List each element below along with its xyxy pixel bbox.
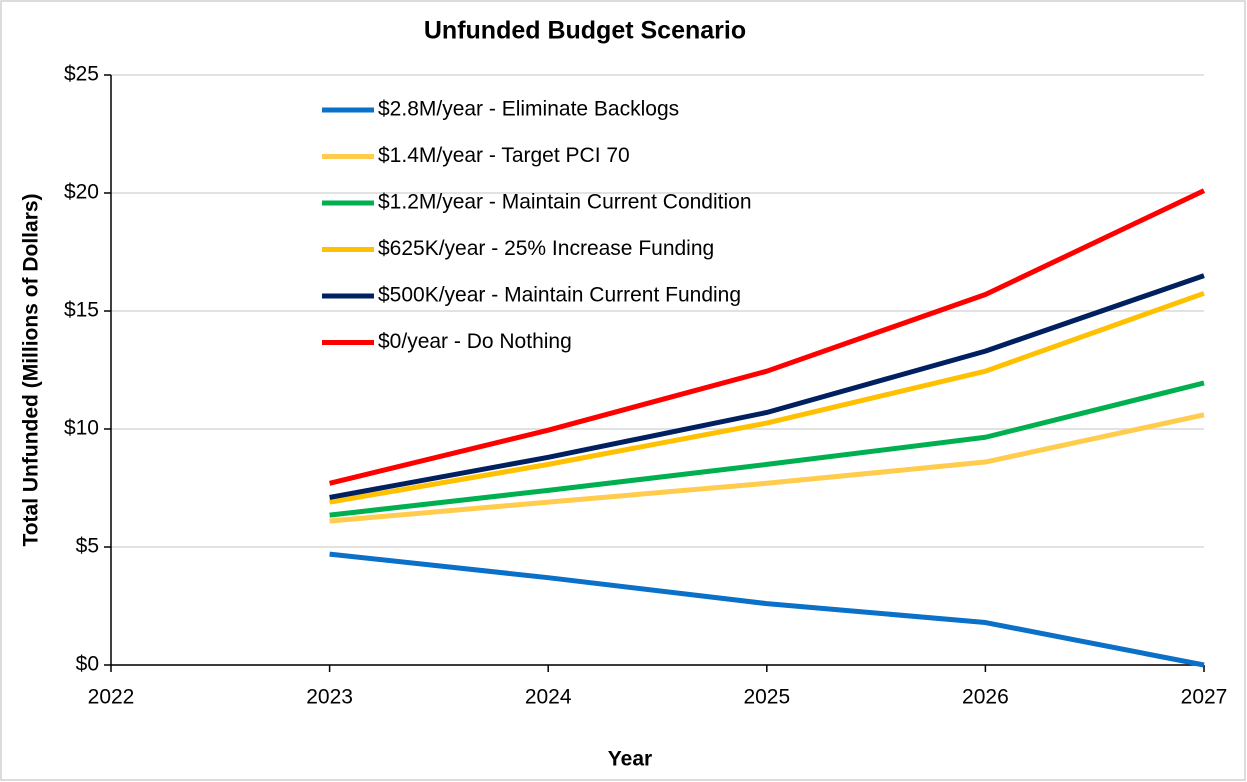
legend-label: $2.8M/year - Eliminate Backlogs (378, 98, 679, 121)
legend-label: $1.4M/year - Target PCI 70 (378, 144, 630, 167)
chart-title: Unfunded Budget Scenario (424, 17, 746, 45)
series-line (329, 290, 1205, 505)
x-tick-label: 2027 (1181, 686, 1228, 709)
y-tick-label: $15 (64, 299, 99, 322)
legend-label: $1.2M/year - Maintain Current Condition (378, 191, 752, 214)
y-tick-label: $20 (64, 181, 99, 204)
x-tick-label: 2022 (88, 686, 135, 709)
series-line (329, 551, 1205, 668)
legend-label: $625K/year - 25% Increase Funding (378, 237, 714, 260)
x-tick-label: 2023 (306, 686, 353, 709)
series-line (329, 380, 1205, 518)
series-line (329, 273, 1205, 500)
series-line (329, 188, 1206, 486)
series-line (329, 412, 1205, 524)
x-axis-title: Year (608, 748, 652, 771)
x-tick-label: 2024 (525, 686, 572, 709)
y-tick-label: $25 (64, 63, 99, 86)
legend-label: $500K/year - Maintain Current Funding (378, 284, 741, 307)
legend-label: $0/year - Do Nothing (378, 330, 572, 353)
y-tick-label: $10 (64, 417, 99, 440)
x-tick-label: 2026 (962, 686, 1009, 709)
y-axis-title: Total Unfunded (Millions of Dollars) (20, 193, 43, 546)
x-tick-label: 2025 (743, 686, 790, 709)
y-tick-label: $5 (76, 535, 99, 558)
y-tick-label: $0 (76, 653, 99, 676)
